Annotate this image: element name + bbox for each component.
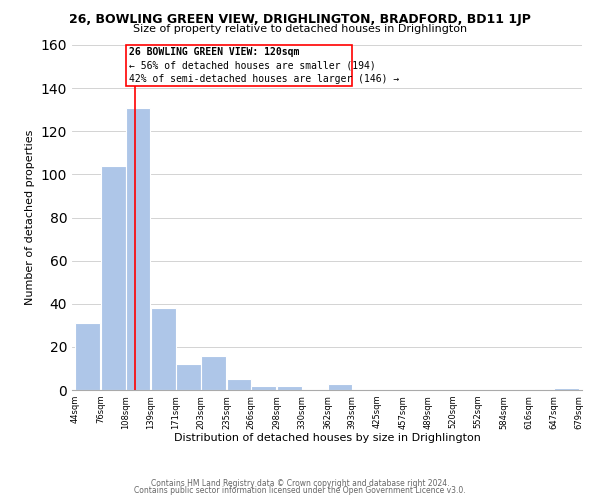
X-axis label: Distribution of detached houses by size in Drighlington: Distribution of detached houses by size … (173, 433, 481, 443)
Bar (328, 384, 352, 390)
Bar (277, 386, 302, 390)
Bar (76, 323, 100, 390)
Bar (101, 166, 126, 390)
Bar (202, 356, 226, 390)
Text: Size of property relative to detached houses in Drighlington: Size of property relative to detached ho… (133, 24, 467, 34)
Bar (227, 379, 251, 390)
Text: 26, BOWLING GREEN VIEW, DRIGHLINGTON, BRADFORD, BD11 1JP: 26, BOWLING GREEN VIEW, DRIGHLINGTON, BR… (69, 12, 531, 26)
Bar (251, 386, 277, 390)
Text: 42% of semi-detached houses are larger (146) →: 42% of semi-detached houses are larger (… (129, 74, 400, 84)
Bar (554, 388, 578, 390)
Y-axis label: Number of detached properties: Number of detached properties (25, 130, 35, 305)
FancyBboxPatch shape (126, 45, 352, 86)
Text: ← 56% of detached houses are smaller (194): ← 56% of detached houses are smaller (19… (129, 60, 376, 70)
Text: Contains HM Land Registry data © Crown copyright and database right 2024.: Contains HM Land Registry data © Crown c… (151, 478, 449, 488)
Bar (176, 364, 201, 390)
Text: Contains public sector information licensed under the Open Government Licence v3: Contains public sector information licen… (134, 486, 466, 495)
Bar (151, 308, 176, 390)
Bar (126, 108, 151, 390)
Text: 26 BOWLING GREEN VIEW: 120sqm: 26 BOWLING GREEN VIEW: 120sqm (129, 47, 299, 57)
